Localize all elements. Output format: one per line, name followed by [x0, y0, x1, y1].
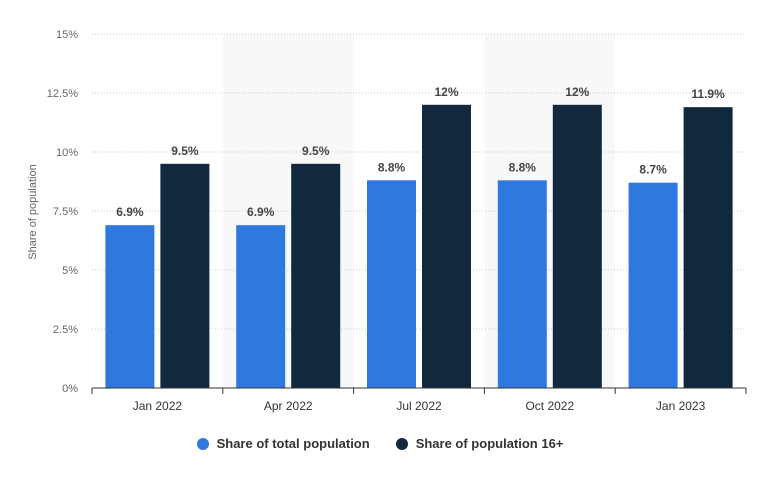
data-label: 9.5% [171, 144, 199, 158]
bar-chart: 0% 2.5% 5% 7.5% 10% 12.5% 15% Share of populat… [27, 29, 747, 413]
legend-item-total[interactable]: Share of total population [196, 436, 370, 451]
data-label: 8.7% [639, 163, 667, 177]
legend-dot-total-icon [196, 437, 209, 450]
y-tick-label: 15% [56, 29, 78, 41]
legend: Share of total population Share of popul… [0, 436, 760, 451]
y-axis-label: Share of population [27, 164, 39, 259]
y-tick-label: 5% [62, 265, 78, 277]
bar-16plus[interactable] [291, 163, 341, 388]
bar-total[interactable] [367, 180, 416, 388]
legend-dot-16plus-icon [395, 437, 408, 450]
bar-total[interactable] [105, 225, 155, 388]
bar-16plus[interactable] [683, 107, 733, 388]
y-tick-label: 10% [56, 147, 78, 159]
y-tick-label: 0% [62, 383, 78, 395]
data-label: 6.9% [247, 205, 275, 219]
data-label: 9.5% [302, 144, 330, 158]
bar-16plus[interactable] [552, 104, 602, 389]
legend-label-16plus: Share of population 16+ [415, 436, 564, 451]
x-tick-label: Jan 2022 [133, 399, 183, 413]
bar-16plus[interactable] [160, 163, 210, 388]
bar-16plus[interactable] [422, 104, 471, 389]
x-tick-label: Oct 2022 [525, 399, 574, 413]
data-label: 12% [434, 85, 458, 99]
x-tick-label: Apr 2022 [264, 399, 313, 413]
data-label: 8.8% [509, 160, 537, 174]
y-tick-label: 7.5% [53, 206, 78, 218]
bars: 6.9% 9.5% 6.9% 9.5% 8.8% 12% 8.8% 12% 8.7% 11.9% [105, 85, 733, 389]
bar-total[interactable] [628, 182, 678, 388]
bar-total[interactable] [236, 225, 286, 388]
data-label: 8.8% [378, 160, 406, 174]
data-label: 12% [565, 85, 589, 99]
x-axis-ticks: Jan 2022 Apr 2022 Jul 2022 Oct 2022 Jan 2023 [91, 388, 747, 413]
data-label: 6.9% [116, 205, 144, 219]
x-tick-label: Jul 2022 [396, 399, 442, 413]
y-tick-label: 12.5% [47, 88, 78, 100]
legend-label-total: Share of total population [216, 436, 370, 451]
y-tick-label: 2.5% [53, 324, 78, 336]
legend-item-16plus[interactable]: Share of population 16+ [395, 436, 564, 451]
x-tick-label: Jan 2023 [656, 399, 706, 413]
data-label: 11.9% [691, 87, 725, 101]
bar-total[interactable] [497, 180, 547, 388]
